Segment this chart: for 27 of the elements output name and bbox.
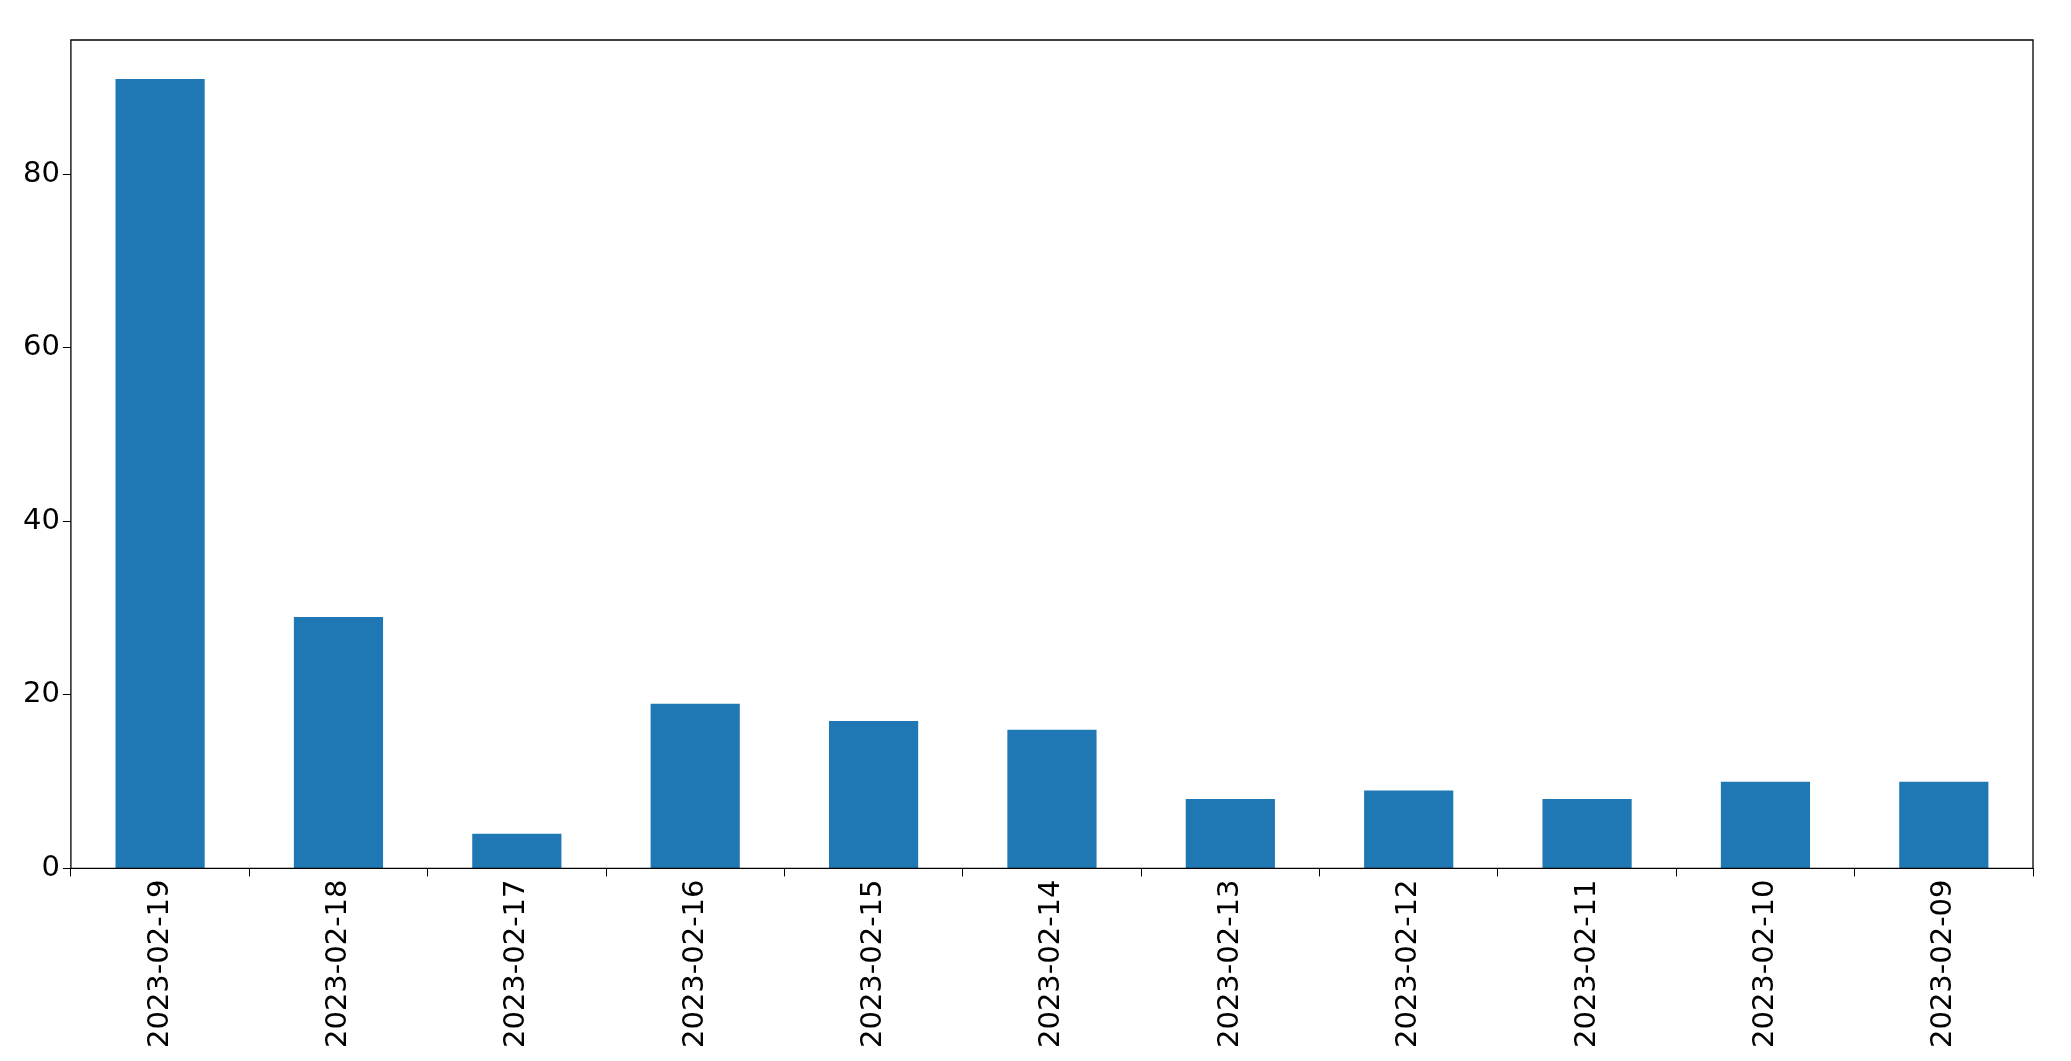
- y-tick-label: 60: [23, 328, 60, 363]
- bar: [1007, 729, 1097, 868]
- x-tick-label: 2023-02-16: [675, 879, 710, 1049]
- x-tick-label: 2023-02-15: [854, 879, 889, 1049]
- bar: [650, 703, 740, 868]
- bar: [472, 833, 562, 868]
- x-tick-label: 2023-02-13: [1210, 879, 1245, 1049]
- bar: [828, 720, 919, 868]
- bar: [1720, 781, 1811, 868]
- bar: [1542, 799, 1632, 868]
- y-tick-label: 40: [23, 502, 60, 536]
- bar: [293, 616, 384, 868]
- bar: [1364, 790, 1454, 868]
- y-tick-label: 20: [23, 675, 60, 710]
- bar: [115, 79, 205, 868]
- x-tick-label: 2023-02-17: [497, 879, 532, 1049]
- y-tick-label: 80: [23, 154, 60, 189]
- bar: [1185, 799, 1275, 868]
- x-tick-label: 2023-02-12: [1389, 879, 1424, 1049]
- y-tick-label: 0: [41, 849, 60, 883]
- x-tick-label: 2023-02-14: [1032, 879, 1067, 1049]
- x-tick-label: 2023-02-19: [140, 879, 175, 1049]
- x-tick-label: 2023-02-11: [1567, 879, 1602, 1049]
- x-tick-label: 2023-02-10: [1745, 879, 1780, 1049]
- x-tick-label: 2023-02-09: [1924, 879, 1959, 1049]
- bar: [1899, 781, 1989, 868]
- x-tick-label: 2023-02-18: [318, 879, 353, 1049]
